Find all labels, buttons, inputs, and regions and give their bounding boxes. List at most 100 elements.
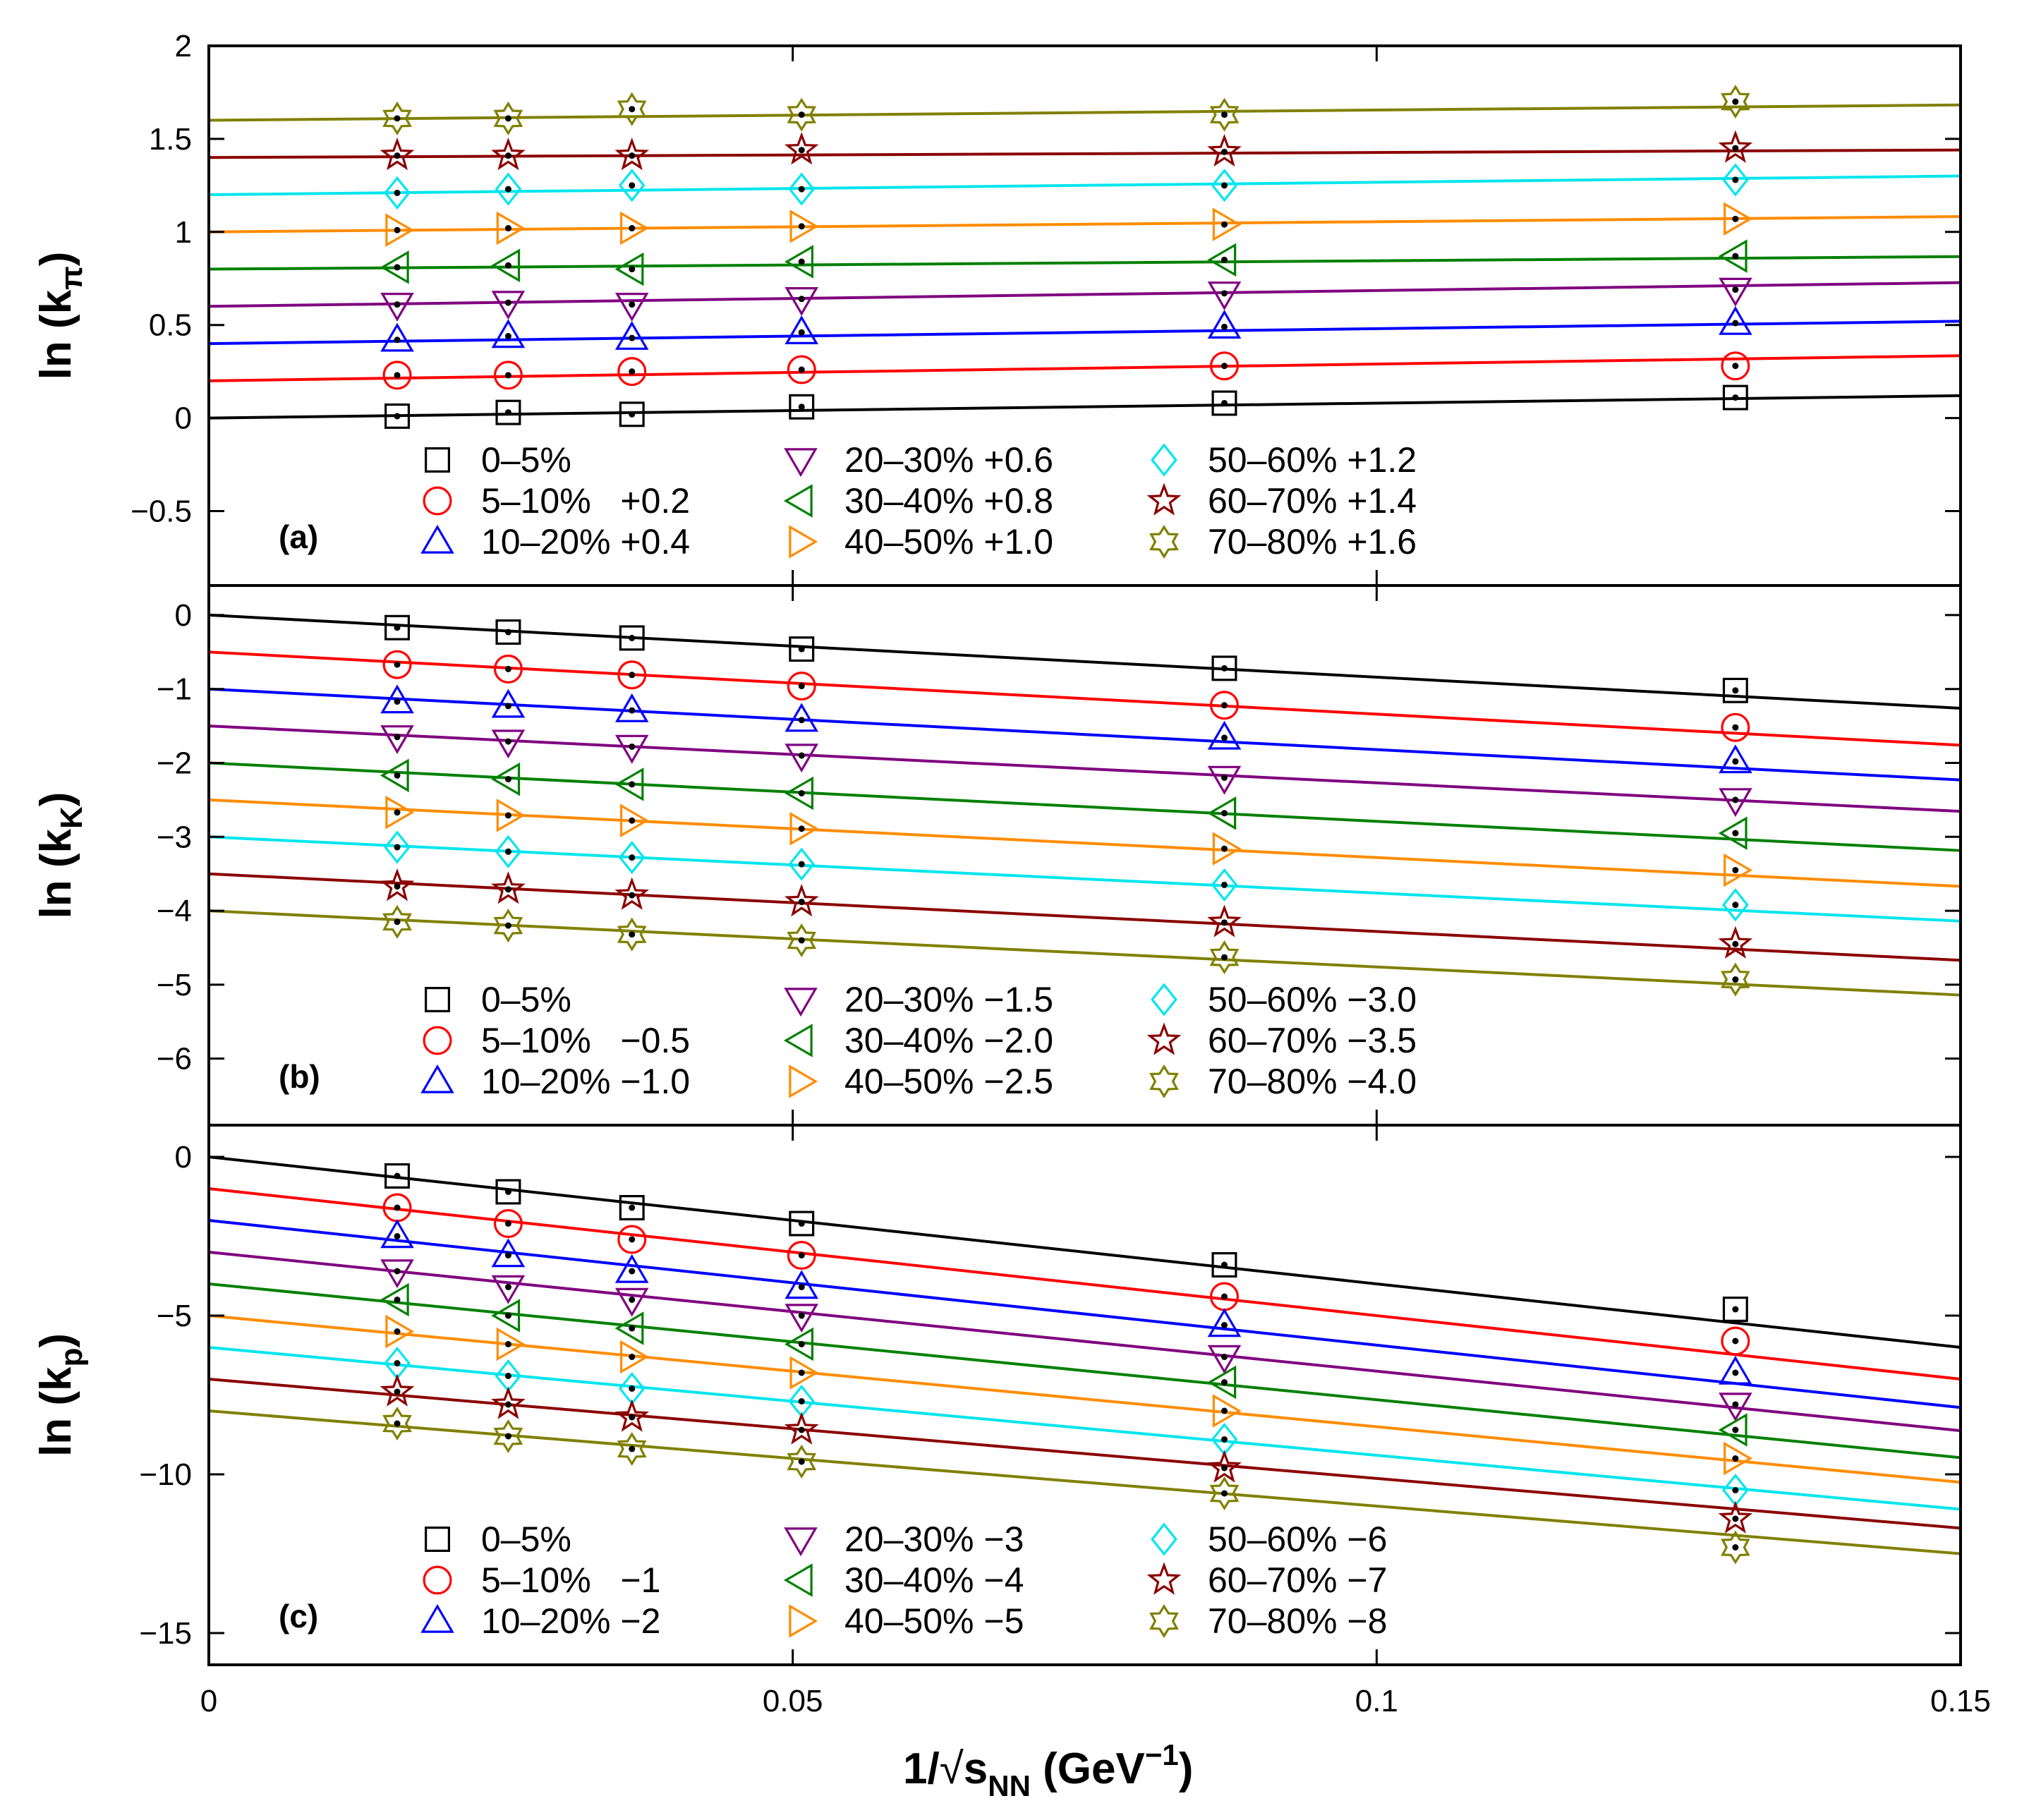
y-axis-label-close: ) [32,252,80,267]
data-point-dot-3-6-4 [798,1369,805,1376]
data-point-dot-2-4-5 [1221,774,1228,781]
data-point-1-1-5 [1211,390,1237,416]
data-point-3-8-1 [380,1373,415,1407]
fit-line-1-5 [208,255,1961,271]
legend-marker-2-3 [420,1064,454,1093]
x-tick-label-1: 0 [200,1684,217,1718]
data-point-2-9-6 [1721,962,1750,997]
data-point-dot-3-2-1 [394,1204,401,1211]
data-point-2-4-6 [1719,788,1752,818]
data-point-dot-3-2-4 [798,1252,805,1258]
y-tick-label-2-1: −6 [157,1042,192,1076]
legend-label-3-9: 70–80% −8 [1208,1601,1387,1641]
data-point-3-6-2 [496,1327,526,1361]
legend-label-3-1: 0–5% [481,1519,571,1559]
data-point-dot-3-1-5 [1221,1261,1228,1268]
data-point-dot-2-8-1 [394,883,401,890]
data-point-dot-1-2-3 [629,368,636,375]
data-markers-layer [380,85,1753,1565]
data-point-2-2-1 [382,650,412,679]
legend-label-2-3: 10–20% −1.0 [481,1062,690,1101]
data-point-2-7-4 [788,847,816,881]
y-tick-label-3-4: 0 [175,1140,192,1175]
data-point-dot-3-4-3 [629,1297,636,1303]
data-point-1-9-4 [787,97,817,132]
data-point-1-5-2 [491,248,521,283]
data-point-2-9-3 [617,917,647,952]
fit-line-3-2 [208,1187,1961,1381]
data-point-dot-1-7-5 [1221,182,1228,189]
fit-line-2-2 [208,650,1961,747]
legend-marker-2-7 [1151,983,1177,1017]
data-point-dot-2-8-3 [629,892,636,899]
data-point-dot-2-3-4 [798,717,805,724]
legend-marker-1-3 [420,524,454,554]
y-axis-label-3: ln (kp) [32,1333,89,1457]
data-point-dot-1-1-5 [1221,399,1228,406]
data-point-dot-1-3-3 [629,334,636,341]
data-point-2-5-3 [614,768,644,801]
fit-line-3-9 [208,1409,1961,1555]
data-point-dot-1-3-2 [504,333,511,340]
data-point-dot-3-3-3 [629,1268,636,1275]
y-tick-label-2-7: 0 [175,598,192,633]
data-point-2-8-1 [380,868,415,902]
data-point-1-8-4 [784,132,819,165]
data-point-dot-3-5-2 [504,1312,511,1319]
data-point-dot-2-4-2 [504,738,511,745]
data-point-dot-1-4-3 [629,301,636,308]
data-point-dot-3-4-5 [1221,1354,1228,1360]
data-point-dot-2-5-1 [394,772,401,779]
data-point-3-4-2 [491,1275,526,1304]
legend-label-3-3: 10–20% −2 [481,1601,660,1641]
legend-label-2-8: 60–70% −3.5 [1208,1021,1417,1060]
legend-label-3-5: 30–40% −4 [844,1560,1024,1600]
data-point-1-4-2 [491,291,526,320]
data-point-dot-2-7-3 [629,854,636,861]
x-axis-label-prefix: 1/ [903,1745,940,1793]
y-axis-label-sub: p [54,1348,89,1367]
data-point-2-6-2 [496,799,526,832]
data-point-2-2-3 [617,660,647,690]
data-point-dot-2-2-3 [629,672,636,679]
data-point-3-3-6 [1719,1355,1752,1385]
data-point-1-2-6 [1721,351,1750,381]
data-point-1-1-4 [789,394,815,420]
data-point-1-9-5 [1209,97,1240,132]
fit-line-1-1 [208,394,1961,420]
data-point-dot-1-8-5 [1221,148,1228,155]
data-point-1-5-1 [380,250,409,284]
data-point-dot-1-1-6 [1732,394,1739,401]
legend-label-3-2: 5–10% −1 [481,1560,660,1600]
y-axis-label-1: ln (kπ) [32,252,89,380]
y-axis-label-sub: K [54,806,89,829]
data-point-1-1-1 [384,403,410,429]
legend-marker-3-4 [784,1527,818,1557]
data-point-dot-2-4-6 [1732,796,1739,803]
fit-line-3-5 [208,1282,1961,1460]
y-tick-label-2-3: −4 [157,894,192,928]
data-point-1-7-1 [384,176,411,210]
legend-marker-2-5 [783,1024,813,1057]
legend-label-2-5: 30–40% −2.0 [844,1021,1053,1060]
data-point-dot-2-7-4 [798,861,805,868]
data-point-dot-2-8-5 [1221,919,1228,926]
data-point-1-7-3 [618,169,646,202]
data-point-dot-3-2-5 [1221,1293,1228,1300]
data-point-dot-1-2-5 [1221,363,1228,370]
fit-line-2-1 [208,613,1961,710]
data-point-3-1-3 [619,1195,645,1220]
data-point-dot-3-8-3 [629,1414,636,1421]
data-point-dot-3-8-5 [1221,1464,1228,1472]
legend-marker-3-3 [420,1603,454,1633]
data-point-dot-1-4-5 [1221,290,1228,297]
legend-marker-3-8 [1146,1562,1182,1595]
data-point-1-1-2 [495,399,521,425]
data-point-3-5-2 [491,1299,521,1333]
data-point-1-9-3 [617,92,647,126]
data-point-3-5-1 [380,1282,409,1317]
data-point-3-3-3 [614,1254,649,1283]
data-point-dot-3-7-1 [394,1360,401,1366]
data-point-dot-3-4-4 [798,1312,805,1319]
data-point-dot-3-8-1 [394,1388,401,1395]
